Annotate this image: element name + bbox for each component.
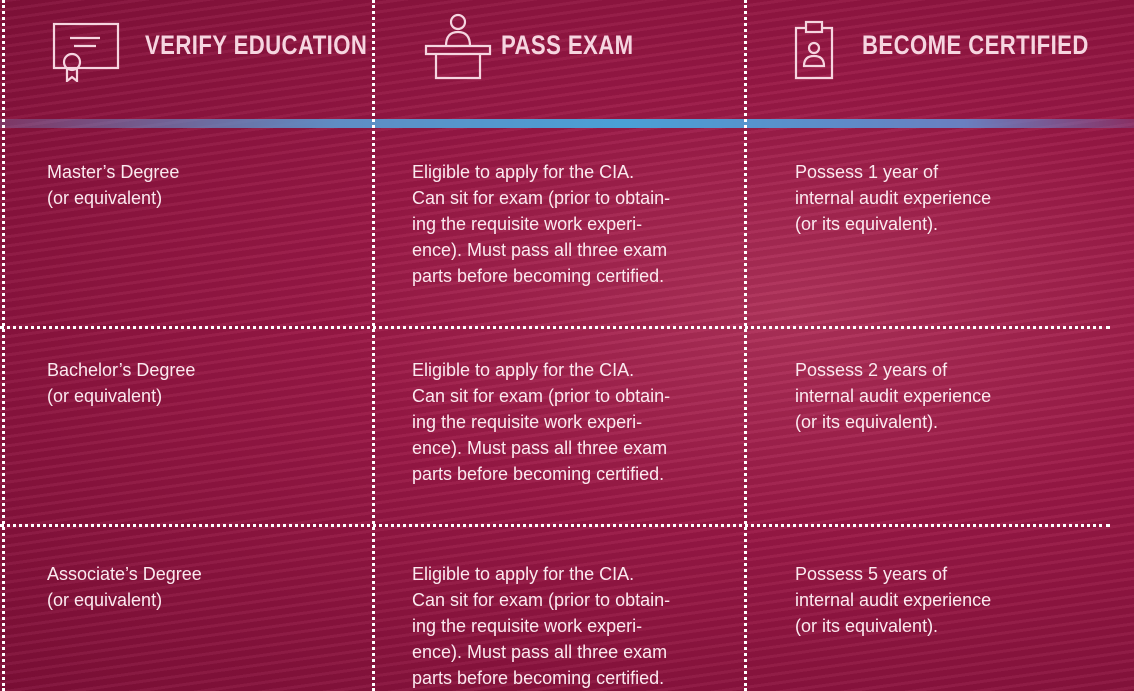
column-divider [744,0,747,691]
icon-part [449,13,467,31]
column-divider [2,0,5,691]
cell-line: Can sit for exam (prior to obtain- [412,590,671,610]
cell-line: parts before becoming certified. [412,464,665,484]
cell-line: ence). Must pass all three exam [412,642,668,662]
icon-part [807,41,821,55]
table-cell: Master’s Degree (or equivalent) [47,159,179,211]
icon-part [65,69,79,82]
cell-line: Possess 5 years of [795,564,948,584]
cell-line: ence). Must pass all three exam [412,438,668,458]
column-heading: VERIFY EDUCATION [145,30,368,60]
cell-line: parts before becoming certified. [412,266,665,286]
cell-line: (or its equivalent). [795,214,939,234]
cell-line: internal audit experience [795,590,992,610]
cell-line: ence). Must pass all three exam [412,240,668,260]
cell-line: internal audit experience [795,386,992,406]
cell-line: Associate’s Degree [47,564,202,584]
cell-line: Eligible to apply for the CIA. [412,360,635,380]
table-cell: Associate’s Degree (or equivalent) [47,561,202,613]
table-cell: Eligible to apply for the CIA. Can sit fo… [412,357,670,487]
table-cell: Eligible to apply for the CIA. Can sit fo… [412,561,670,691]
table-cell: Possess 5 years of internal audit experie… [795,561,991,639]
cell-line: Can sit for exam (prior to obtain- [412,188,671,208]
icon-part [802,54,826,68]
cell-line: ing the requisite work experi- [412,412,643,432]
icon-part [424,44,492,80]
cell-line: (or its equivalent). [795,616,939,636]
row-divider [0,326,1110,329]
icon-part [62,52,82,72]
table-cell: Possess 2 years of internal audit experie… [795,357,991,435]
cell-line: Possess 1 year of [795,162,939,182]
table-cell: Bachelor’s Degree (or equivalent) [47,357,195,409]
cell-line: Possess 2 years of [795,360,948,380]
table-cell: Possess 1 year of internal audit experien… [795,159,991,237]
cell-line: (or equivalent) [47,590,163,610]
cell-line: Bachelor’s Degree [47,360,196,380]
icon-part [794,26,834,80]
column-heading: BECOME CERTIFIED [862,30,1089,60]
header-stripe [0,119,1134,128]
cell-line: Can sit for exam (prior to obtain- [412,386,671,406]
cell-line: Eligible to apply for the CIA. [412,564,635,584]
diploma-icon [52,22,120,82]
cell-line: internal audit experience [795,188,992,208]
table-cell: Eligible to apply for the CIA. Can sit fo… [412,159,670,289]
cell-line: ing the requisite work experi- [412,616,643,636]
icon-part [444,30,472,47]
cell-line: Eligible to apply for the CIA. [412,162,635,182]
icon-part [70,36,100,48]
cell-line: parts before becoming certified. [412,668,665,688]
cell-line: (or its equivalent). [795,412,939,432]
icon-part [804,20,824,34]
icon-part [52,22,120,70]
badge-icon [794,20,834,80]
row-divider [0,524,1110,527]
cell-line: (or equivalent) [47,386,163,406]
column-divider [372,0,375,691]
cell-line: (or equivalent) [47,188,163,208]
exam-desk-icon [424,13,492,80]
cell-line: Master’s Degree [47,162,180,182]
cell-line: ing the requisite work experi- [412,214,643,234]
column-heading: PASS EXAM [501,30,634,60]
